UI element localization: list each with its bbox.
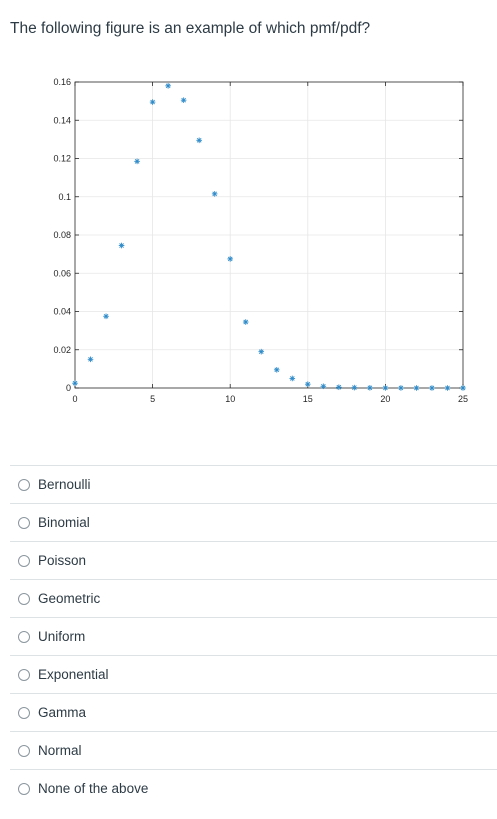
- data-point: [398, 385, 404, 391]
- radio-button[interactable]: [18, 630, 30, 643]
- y-tick-label: 0.06: [53, 268, 71, 278]
- option-none-of-the-above[interactable]: None of the above: [10, 769, 497, 807]
- data-point: [227, 256, 233, 262]
- data-point: [382, 385, 389, 391]
- option-label: Binomial: [38, 515, 90, 530]
- option-label: Uniform: [38, 629, 86, 644]
- option-label: Bernoulli: [38, 477, 91, 492]
- option-label: Exponential: [38, 667, 109, 682]
- grid-lines: [75, 82, 463, 388]
- radio-button[interactable]: [18, 706, 30, 719]
- radio-button[interactable]: [18, 592, 30, 605]
- data-point: [351, 384, 358, 391]
- data-point: [289, 375, 296, 382]
- data-point: [118, 242, 125, 249]
- option-gamma[interactable]: Gamma: [10, 693, 497, 731]
- data-point: [336, 384, 342, 391]
- data-point: [413, 385, 420, 391]
- x-tick-label: 25: [458, 394, 468, 404]
- data-point: [444, 385, 451, 391]
- data-point: [429, 385, 435, 391]
- data-point: [180, 97, 187, 103]
- option-label: Poisson: [38, 553, 87, 568]
- radio-button[interactable]: [18, 744, 30, 757]
- data-point: [72, 380, 78, 387]
- y-axis-ticks: 0 0.02 0.04 0.06 0.08 0.1 0.12 0.14 0.16: [53, 77, 463, 393]
- data-point: [87, 356, 94, 363]
- y-tick-label: 0.02: [53, 345, 71, 355]
- data-point: [320, 383, 327, 390]
- data-point: [134, 158, 140, 165]
- y-tick-label: 0.12: [53, 154, 71, 164]
- option-uniform[interactable]: Uniform: [10, 617, 497, 655]
- radio-button[interactable]: [18, 516, 30, 529]
- data-point: [103, 313, 109, 320]
- data-points: [72, 83, 466, 391]
- option-label: Gamma: [38, 705, 87, 720]
- y-tick-label: 0.1: [58, 192, 71, 202]
- option-exponential[interactable]: Exponential: [10, 655, 497, 693]
- data-point: [196, 137, 202, 144]
- data-point: [273, 367, 280, 373]
- y-tick-label: 0.04: [53, 307, 71, 317]
- x-tick-label: 5: [150, 394, 155, 404]
- y-tick-label: 0.14: [53, 115, 71, 125]
- answer-options: Bernoulli Binomial Poisson Geometric Uni…: [10, 465, 497, 807]
- data-point: [460, 385, 466, 391]
- radio-button[interactable]: [18, 668, 30, 681]
- x-tick-label: 10: [225, 394, 235, 404]
- radio-button[interactable]: [18, 478, 30, 491]
- question-text: The following figure is an example of wh…: [10, 20, 371, 37]
- x-axis-ticks: 0 5 10 15 20 25: [72, 82, 468, 404]
- x-tick-label: 15: [303, 394, 313, 404]
- data-point: [367, 385, 373, 391]
- data-point: [242, 319, 249, 325]
- data-point: [305, 381, 311, 387]
- option-poisson[interactable]: Poisson: [10, 541, 497, 579]
- option-binomial[interactable]: Binomial: [10, 503, 497, 541]
- option-bernoulli[interactable]: Bernoulli: [10, 465, 497, 503]
- radio-button[interactable]: [18, 554, 30, 567]
- data-point: [258, 348, 265, 355]
- y-tick-label: 0: [66, 383, 71, 393]
- option-normal[interactable]: Normal: [10, 731, 497, 769]
- y-tick-label: 0.08: [53, 230, 71, 240]
- y-tick-label: 0.16: [53, 77, 71, 87]
- option-geometric[interactable]: Geometric: [10, 579, 497, 617]
- radio-button[interactable]: [18, 782, 30, 795]
- option-label: Normal: [38, 743, 82, 758]
- x-tick-label: 0: [72, 394, 77, 404]
- option-label: Geometric: [38, 591, 101, 606]
- data-point: [149, 99, 156, 105]
- data-point: [211, 191, 218, 197]
- x-tick-label: 20: [380, 394, 390, 404]
- scatter-chart: 0 0.02 0.04 0.06 0.08 0.1 0.12 0.14 0.16 0 5 10 15 2…: [53, 77, 468, 404]
- data-point: [165, 83, 171, 89]
- option-label: None of the above: [38, 781, 149, 796]
